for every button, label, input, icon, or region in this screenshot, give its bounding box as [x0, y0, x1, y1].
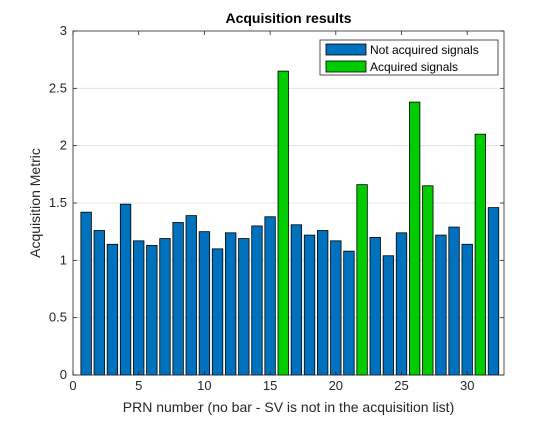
- y-tick-label: 1: [60, 252, 67, 267]
- y-tick-label: 0: [60, 367, 67, 382]
- bar-not-acquired: [395, 232, 408, 376]
- legend-swatch-not-acquired: [325, 43, 367, 56]
- y-tick-label: 2: [60, 138, 67, 153]
- bar-not-acquired: [435, 234, 447, 376]
- legend-label-not-acquired: Not acquired signals: [370, 43, 479, 57]
- bar-not-acquired: [185, 215, 197, 376]
- y-tick-label: 3: [60, 23, 67, 38]
- x-tick-label: 25: [394, 378, 408, 393]
- bar-not-acquired: [198, 231, 211, 376]
- bar-acquired: [474, 133, 487, 376]
- bar-not-acquired: [211, 248, 224, 376]
- x-tick-label: 5: [135, 378, 142, 393]
- bar-not-acquired: [461, 243, 473, 376]
- bar-not-acquired: [106, 243, 119, 376]
- bar-not-acquired: [146, 245, 158, 376]
- chart-title: Acquisition results: [225, 10, 351, 26]
- bar-not-acquired: [487, 207, 500, 376]
- bar-acquired: [277, 70, 289, 376]
- bar-acquired: [356, 184, 368, 376]
- bar-not-acquired: [264, 216, 276, 376]
- ticks-layer: 00.511.522.530 5 10 15 20 25 30: [49, 23, 504, 393]
- bar-not-acquired: [382, 255, 395, 376]
- x-tick-label: 30: [460, 378, 474, 393]
- y-tick-label: 0.5: [49, 310, 67, 325]
- bar-not-acquired: [133, 240, 145, 376]
- bar-not-acquired: [317, 230, 329, 376]
- x-tick-label: 20: [329, 378, 343, 393]
- legend: Not acquired signals Acquired signals: [319, 39, 499, 76]
- bar-acquired: [408, 101, 421, 376]
- bar-not-acquired: [159, 238, 171, 376]
- bar-not-acquired: [225, 232, 237, 376]
- x-tick-label: 10: [197, 378, 211, 393]
- y-tick-label: 1.5: [49, 195, 67, 210]
- bar-not-acquired: [238, 238, 250, 376]
- y-axis-label: Acquisition Metric: [27, 148, 43, 258]
- bar-not-acquired: [448, 226, 460, 376]
- bar-not-acquired: [303, 234, 316, 376]
- bar-not-acquired: [93, 230, 105, 376]
- x-axis-label: PRN number (no bar - SV is not in the ac…: [123, 399, 454, 415]
- bar-not-acquired: [330, 240, 342, 376]
- bar-not-acquired: [251, 225, 263, 376]
- bar-acquired: [422, 185, 434, 376]
- legend-swatch-acquired: [325, 60, 367, 73]
- bar-not-acquired: [290, 224, 303, 376]
- legend-label-acquired: Acquired signals: [370, 60, 458, 74]
- bar-not-acquired: [172, 222, 184, 376]
- x-tick-label: 15: [263, 378, 277, 393]
- bar-not-acquired: [80, 211, 92, 376]
- y-tick-label: 2.5: [49, 80, 67, 95]
- bar-not-acquired: [343, 250, 355, 376]
- bar-not-acquired: [369, 236, 381, 376]
- bar-not-acquired: [119, 203, 132, 376]
- x-tick-label: 0: [69, 378, 76, 393]
